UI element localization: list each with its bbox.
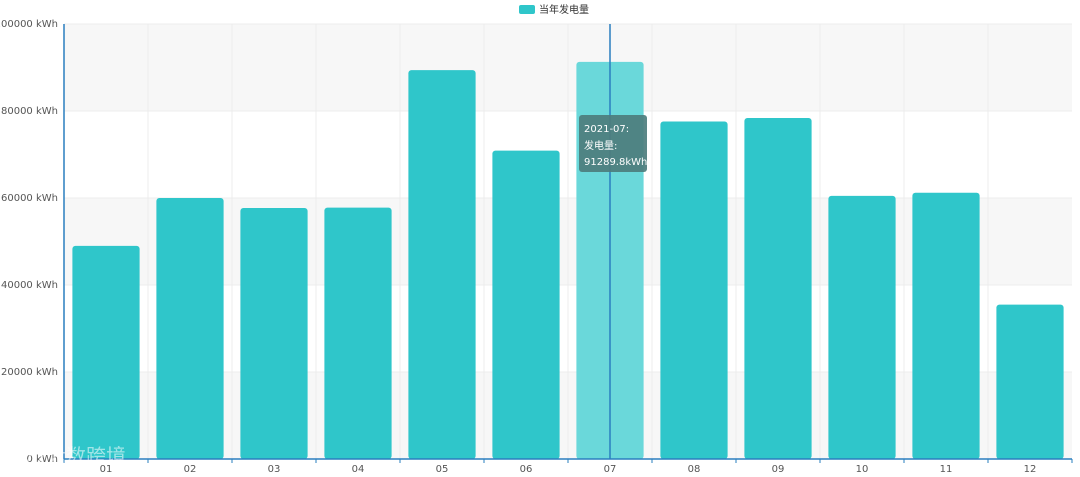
tooltip-box — [579, 115, 647, 172]
legend-swatch[interactable] — [519, 5, 535, 14]
y-tick-label: 40000 kWh — [1, 280, 58, 291]
x-tick-label: 01 — [100, 464, 113, 475]
x-axis-tick-marks — [63, 459, 1073, 463]
x-tick-label: 08 — [688, 464, 701, 475]
y-tick-label: 100000 kWh — [0, 19, 58, 30]
vertical-gridlines — [147, 24, 989, 459]
tooltip: 2021-07: 发电量: 91289.8kWh — [579, 115, 647, 172]
x-tick-label: 06 — [520, 464, 533, 475]
y-axis-tick-labels: 0 kWh 20000 kWh 40000 kWh 60000 kWh 80000 kW… — [0, 19, 58, 465]
watermark-text: 大数跨境 — [46, 444, 126, 468]
bar-01 — [72, 245, 140, 459]
legend-label[interactable]: 当年发电量 — [539, 3, 589, 16]
y-tick-label: 80000 kWh — [1, 106, 58, 117]
watermark: 大数跨境 — [11, 444, 126, 468]
x-axis-tick-labels: 01 02 03 04 05 06 07 08 09 10 11 12 — [100, 464, 1037, 475]
x-tick-label: 04 — [352, 464, 365, 475]
y-tick-label: 60000 kWh — [1, 193, 58, 204]
bar-04 — [324, 207, 392, 459]
x-tick-label: 12 — [1024, 464, 1037, 475]
bar-08 — [660, 121, 728, 459]
bar-03 — [240, 208, 308, 459]
y-tick-label: 0 kWh — [26, 454, 58, 465]
x-tick-label: 07 — [604, 464, 617, 475]
x-tick-label: 10 — [856, 464, 869, 475]
horizontal-gridlines — [64, 23, 1072, 373]
bar-09 — [744, 117, 812, 460]
bar-11 — [912, 192, 980, 459]
x-tick-label: 09 — [772, 464, 785, 475]
tooltip-period: 2021-07: — [584, 124, 629, 135]
tooltip-metric-label: 发电量: — [584, 139, 617, 152]
y-tick-label: 20000 kWh — [1, 367, 58, 378]
bars — [72, 61, 1064, 460]
bar-10 — [828, 195, 896, 459]
bar-05 — [408, 70, 476, 460]
x-tick-label: 03 — [268, 464, 281, 475]
bar-12 — [996, 304, 1064, 459]
x-tick-label: 11 — [940, 464, 953, 475]
x-tick-label: 05 — [436, 464, 449, 475]
bar-02 — [156, 198, 224, 459]
watermark-logo-icon — [11, 445, 43, 465]
x-tick-label: 02 — [184, 464, 197, 475]
legend[interactable]: 当年发电量 — [519, 3, 589, 16]
tooltip-value: 91289.8kWh — [584, 157, 647, 168]
bar-06 — [492, 150, 560, 459]
